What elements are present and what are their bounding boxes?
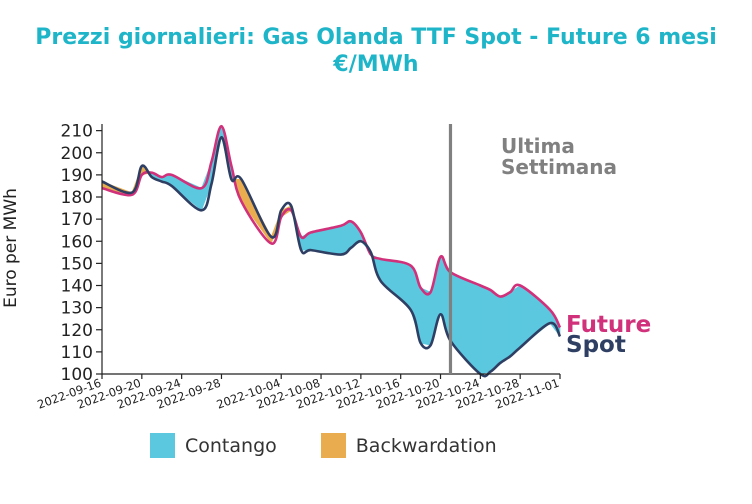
y-tick-label: 120 [61, 321, 93, 341]
y-axis-label: Euro per MWh [1, 188, 21, 308]
fill-segment [499, 291, 511, 364]
chart-title-line2: €/MWh [333, 52, 419, 77]
y-tick-label: 180 [61, 188, 93, 208]
fill-areas [101, 126, 561, 375]
annotation-line2: Settimana [501, 155, 617, 179]
y-tick-label: 110 [61, 343, 93, 363]
future-line [101, 124, 562, 329]
fill-segment [480, 285, 491, 375]
chart-title-line1: Prezzi giornalieri: Gas Olanda TTF Spot … [35, 25, 717, 50]
fill-segment [489, 289, 501, 373]
y-tick-label: 130 [61, 299, 93, 319]
y-tick-label: 190 [61, 166, 93, 186]
legend-label-contango: Contango [185, 434, 277, 457]
y-tick-label: 100 [61, 365, 93, 385]
contango-swatch [150, 433, 175, 458]
fill-segment [171, 174, 202, 211]
y-tick-label: 200 [61, 144, 93, 164]
future-line-label: Future [566, 312, 651, 338]
legend: Contango Backwardation [150, 433, 541, 458]
chart-title: Prezzi giornalieri: Gas Olanda TTF Spot … [0, 24, 752, 78]
spot-line-label: Spot [566, 332, 626, 358]
legend-item-backwardation: Backwardation [320, 433, 497, 458]
fill-segment [420, 287, 431, 346]
legend-label-backwardation: Backwardation [355, 434, 497, 457]
y-tick-label: 140 [61, 277, 93, 297]
y-tick-label: 170 [61, 210, 93, 230]
backwardation-swatch [320, 433, 346, 458]
legend-item-contango: Contango [150, 433, 277, 458]
fill-segment [509, 284, 521, 357]
y-tick-label: 160 [61, 232, 93, 252]
y-tick-label: 150 [61, 254, 93, 274]
annotation-line1: Ultima [501, 134, 575, 158]
y-tick-label: 210 [61, 122, 93, 142]
axes [96, 124, 561, 379]
